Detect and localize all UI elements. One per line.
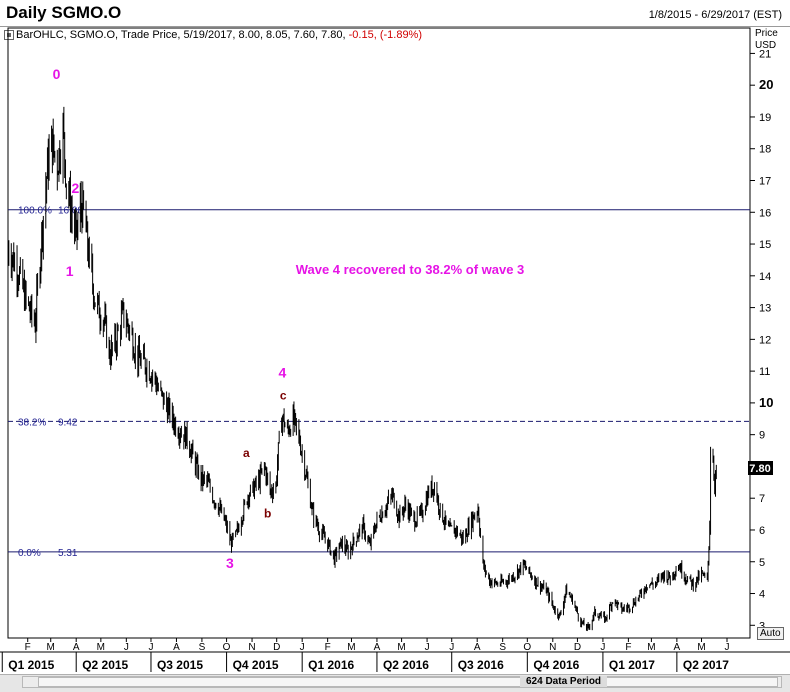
- last-price-label: 7.80: [749, 463, 770, 475]
- x-month-label: M: [647, 642, 655, 653]
- x-month-label: J: [124, 642, 129, 653]
- x-month-label: J: [724, 642, 729, 653]
- y-tick-label: 21: [759, 48, 771, 60]
- x-month-label: F: [325, 642, 331, 653]
- y-tick-label: 19: [759, 112, 771, 124]
- x-month-label: M: [397, 642, 405, 653]
- x-month-label: M: [347, 642, 355, 653]
- ohlc-bars: [7, 106, 717, 632]
- chart-annotation: Wave 4 recovered to 38.2% of wave 3: [296, 262, 525, 277]
- x-month-label: F: [625, 642, 631, 653]
- fib-value-label: 5.31: [58, 548, 78, 559]
- x-quarter-label: Q2 2015: [82, 658, 128, 672]
- x-quarter-label: Q3 2015: [157, 658, 203, 672]
- fib-percent-label: 38.2%: [18, 417, 46, 428]
- plot-frame: [7, 27, 751, 639]
- x-month-label: N: [549, 642, 556, 653]
- x-month-label: J: [600, 642, 605, 653]
- wave-label-a: a: [243, 446, 250, 460]
- y-tick-label: 13: [759, 303, 771, 315]
- x-month-label: O: [523, 642, 531, 653]
- x-month-label: A: [374, 642, 381, 653]
- y-tick-label: 6: [759, 525, 765, 537]
- y-tick-label: 14: [759, 271, 771, 283]
- x-quarter-label: Q1 2016: [308, 658, 354, 672]
- wave-labels: 0 1 2 3 4 a b c: [53, 66, 287, 571]
- ohlc-info: BarOHLC, SGMO.O, Trade Price, 5/19/2017,…: [16, 29, 422, 41]
- fibonacci-levels: 100.0%16.0838.2%9.420.0%5.31: [8, 206, 750, 559]
- axis-layer: 3456789101112131415161718192021FMAMJJASO…: [0, 27, 790, 672]
- wave-label-1: 1: [66, 263, 74, 279]
- price-unit: Price USD: [755, 28, 778, 52]
- wave-label-3: 3: [226, 555, 234, 571]
- wave-label-4: 4: [279, 364, 287, 380]
- x-month-label: O: [223, 642, 231, 653]
- x-month-label: D: [574, 642, 581, 653]
- x-month-label: F: [25, 642, 31, 653]
- x-month-label: D: [273, 642, 280, 653]
- wave-label-b: b: [264, 506, 271, 520]
- y-tick-label: 5: [759, 557, 765, 569]
- last-price-box: [748, 461, 773, 475]
- x-quarter-label: Q1 2017: [609, 658, 655, 672]
- y-tick-label: 16: [759, 207, 771, 219]
- x-month-label: S: [499, 642, 506, 653]
- y-tick-label: 11: [759, 366, 770, 378]
- auto-scale-button[interactable]: Auto: [757, 627, 784, 640]
- y-tick-label: 18: [759, 144, 771, 156]
- x-quarter-label: Q3 2016: [458, 658, 504, 672]
- ohlc-values: BarOHLC, SGMO.O, Trade Price, 5/19/2017,…: [16, 29, 346, 41]
- price-change: -0.15, (-1.89%): [348, 29, 423, 41]
- x-month-label: M: [697, 642, 705, 653]
- x-month-label: J: [449, 642, 454, 653]
- x-quarter-label: Q2 2017: [683, 658, 729, 672]
- wave-label-2: 2: [71, 180, 79, 196]
- y-tick-label: 10: [759, 395, 773, 410]
- y-tick-label: 20: [759, 77, 773, 92]
- wave-label-0: 0: [53, 66, 61, 82]
- date-range: 1/8/2015 - 6/29/2017 (EST): [648, 9, 782, 21]
- x-month-label: S: [199, 642, 206, 653]
- y-tick-label: 7: [759, 493, 765, 505]
- x-quarter-label: Q2 2016: [383, 658, 429, 672]
- x-quarter-label: Q1 2015: [8, 658, 54, 672]
- wave-label-c: c: [280, 389, 287, 403]
- x-month-label: M: [47, 642, 55, 653]
- scrollbar-thumb[interactable]: [38, 677, 778, 687]
- data-period-label: 624 Data Period: [520, 676, 608, 687]
- bar-ohlc-icon[interactable]: [4, 30, 14, 40]
- x-month-label: A: [73, 642, 80, 653]
- y-tick-label: 15: [759, 239, 771, 251]
- x-month-label: J: [148, 642, 153, 653]
- title-bar: [0, 0, 790, 27]
- x-month-label: J: [300, 642, 305, 653]
- last-price-tag: 7.80: [748, 461, 773, 475]
- x-quarter-label: Q4 2015: [233, 658, 279, 672]
- y-tick-label: 9: [759, 430, 765, 442]
- price-unit-label: Price: [755, 28, 778, 39]
- x-quarter-label: Q4 2016: [533, 658, 579, 672]
- x-month-label: A: [674, 642, 681, 653]
- fib-percent-label: 0.0%: [18, 548, 41, 559]
- fib-percent-label: 100.0%: [18, 206, 52, 217]
- y-tick-label: 4: [759, 589, 765, 601]
- currency-label: USD: [755, 40, 777, 51]
- x-month-label: N: [248, 642, 255, 653]
- y-tick-label: 3: [759, 620, 765, 632]
- x-month-label: A: [173, 642, 180, 653]
- y-tick-label: 12: [759, 334, 771, 346]
- fib-value-label: 9.42: [58, 417, 78, 428]
- chart-title: Daily SGMO.O: [6, 3, 122, 22]
- x-month-label: M: [97, 642, 105, 653]
- y-tick-label: 17: [759, 176, 771, 188]
- x-month-label: A: [474, 642, 481, 653]
- x-month-label: J: [425, 642, 430, 653]
- price-chart[interactable]: 3456789101112131415161718192021FMAMJJASO…: [0, 0, 790, 674]
